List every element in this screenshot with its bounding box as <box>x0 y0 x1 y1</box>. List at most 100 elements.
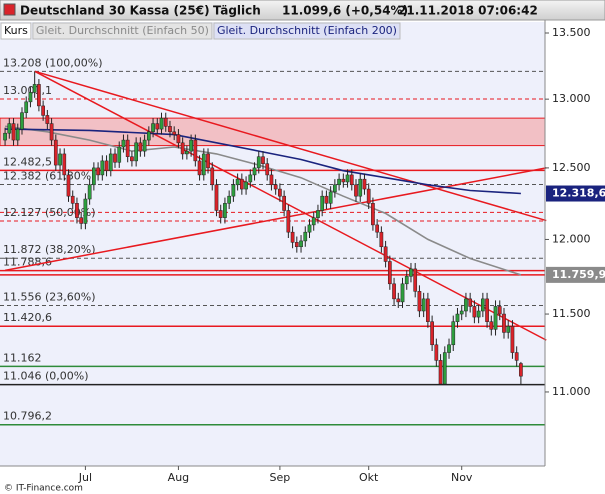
source: © IT-Finance.com <box>4 484 83 494</box>
candle-body <box>345 174 350 183</box>
level-label: 12.382 (61,80%) <box>3 170 96 183</box>
candle-body <box>510 326 515 353</box>
last-price: 11.099,6 (+0,54%) <box>282 4 408 18</box>
candle-body <box>442 352 447 385</box>
x-tick-label: Aug <box>168 471 189 484</box>
candle-body <box>430 321 434 346</box>
candle-body <box>163 117 168 127</box>
legend-box <box>213 22 401 40</box>
candle-body <box>142 139 147 152</box>
candle-body <box>227 195 232 204</box>
level-label: 13.208 (100,00%) <box>3 56 103 69</box>
candle-body <box>404 276 409 285</box>
candle-body <box>316 210 320 218</box>
candle-body <box>159 117 164 130</box>
y-tick-label: 13.000 <box>552 92 591 105</box>
candle-body <box>438 360 443 385</box>
candle-body <box>324 195 329 204</box>
candle-body <box>125 139 130 157</box>
candle-body <box>92 167 96 186</box>
candle-body <box>383 246 388 262</box>
candle-body <box>434 344 439 361</box>
candle-body <box>11 123 16 141</box>
candle-body <box>100 160 105 176</box>
level-label: 11.788,6 <box>3 256 52 269</box>
candle-body <box>20 112 24 130</box>
candle-body <box>235 178 240 186</box>
candle-body <box>32 84 37 93</box>
candle-body <box>514 352 519 361</box>
x-tick-label: Nov <box>451 471 473 484</box>
candle-body <box>134 142 138 162</box>
candle-body <box>476 310 481 318</box>
candle-body <box>151 123 155 133</box>
candle-body <box>265 163 270 176</box>
candle-body <box>472 306 477 318</box>
candle-body <box>502 313 506 333</box>
legend-box <box>32 22 213 40</box>
candle-body <box>256 156 261 169</box>
header-bar <box>0 0 605 21</box>
candle-body <box>75 203 79 218</box>
candle-body <box>349 174 354 186</box>
candle-body <box>87 184 92 200</box>
candle-body <box>210 167 215 186</box>
candle-body <box>519 363 523 377</box>
candle-body <box>244 181 248 190</box>
candle-body <box>294 242 299 248</box>
y-tick-label: 13.500 <box>552 26 591 39</box>
candle-body <box>252 167 257 176</box>
value-tag-label: 12.318,6 <box>552 187 605 200</box>
candle-body <box>366 188 371 204</box>
candle-body <box>320 195 325 211</box>
level-label: 13.001,1 <box>3 84 52 97</box>
candle-body <box>206 153 210 169</box>
candle-body <box>485 298 489 322</box>
candle-body <box>168 126 172 133</box>
level-label: 11.872 (38,20%) <box>3 243 96 256</box>
candle-body <box>79 217 84 224</box>
candle-body <box>138 142 143 152</box>
candle-body <box>45 115 50 124</box>
candle-body <box>15 128 20 141</box>
trendline <box>4 167 547 272</box>
trendline <box>34 70 547 341</box>
candle-body <box>117 146 122 163</box>
candle-body <box>70 195 75 204</box>
candle-body <box>108 153 113 171</box>
candle-body <box>96 167 100 176</box>
legend-label: Kurs <box>4 24 28 37</box>
chart-title: Deutschland 30 Kassa (25€) <box>20 4 210 18</box>
candle-body <box>180 142 185 155</box>
candle-body <box>214 184 219 211</box>
candle-body <box>239 178 244 190</box>
candle-body <box>489 321 494 330</box>
level-label: 10.796,2 <box>3 410 52 423</box>
candle-body <box>66 174 71 197</box>
candle-body <box>307 224 312 233</box>
candle-body <box>493 306 498 330</box>
x-tick-label: Jul <box>78 471 92 484</box>
candle-body <box>413 268 418 292</box>
candle-body <box>299 240 303 248</box>
candle-body <box>58 153 62 166</box>
candle-body <box>371 203 375 226</box>
value-tag <box>546 266 605 283</box>
candle-body <box>28 92 33 103</box>
candle-body <box>400 283 405 303</box>
y-tick-label: 11.500 <box>552 307 591 320</box>
candle-body <box>223 203 227 218</box>
x-tick-label: Sep <box>270 471 291 484</box>
candle-body <box>7 123 12 134</box>
candle-body <box>421 298 426 312</box>
candle-body <box>231 184 236 197</box>
candle-body <box>104 160 109 171</box>
candle-body <box>341 178 346 183</box>
candle-body <box>464 298 468 312</box>
candle-body <box>155 123 160 130</box>
candle-body <box>455 313 460 322</box>
candle-body <box>113 153 117 163</box>
candle-body <box>273 184 278 190</box>
candle-body <box>146 131 151 141</box>
legend-label: Gleit. Durchschnitt (Einfach 50) <box>36 24 209 37</box>
